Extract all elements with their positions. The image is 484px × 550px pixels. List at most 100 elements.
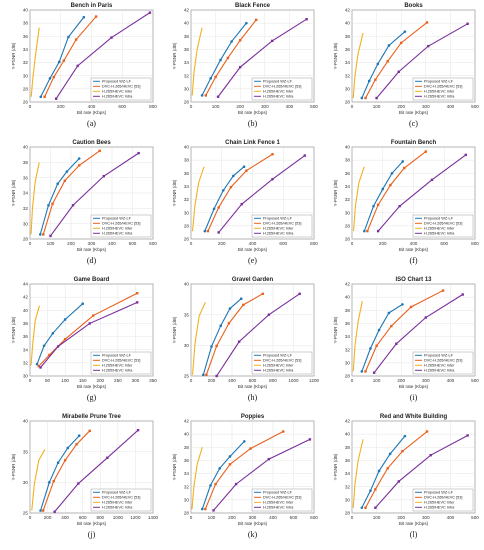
x-axis-label: Bit rate (Kbps) [399,110,429,115]
x-tick-label: 200 [379,241,387,246]
data-point [367,79,371,83]
x-tick-label: 200 [67,241,75,246]
legend-entry: DVC-H.265/HEVC [53] [424,222,462,226]
series-line-4 [213,438,311,511]
y-tick-label: 25 [184,374,190,379]
legend-entry: H.265/HEVC Inter [102,364,133,368]
x-tick-label: 400 [88,104,96,109]
legend-entry: DVC-H.265/HEVC [53] [424,85,462,89]
y-tick-label: 30 [184,343,190,348]
series-line-4 [50,152,139,237]
data-point [200,507,204,511]
data-point [271,178,274,181]
legend-box [251,488,313,512]
legend-box [412,351,474,375]
data-point [424,316,427,319]
legend-entry: H.265/HEVC Intra [424,369,455,373]
y-tick-label: 42 [345,282,351,287]
y-tick-label: 26 [345,237,351,242]
series-line-3 [30,162,40,235]
x-tick-label: 300 [422,104,430,109]
data-point [308,438,312,441]
series-line-3 [352,300,363,372]
y-axis-label: Y-PSNR (dB) [11,316,16,343]
y-tick-label: 32 [184,484,190,489]
series-line-3 [30,305,41,366]
data-point [57,60,61,64]
legend-entry: DVC-H.265/HEVC [53] [102,496,140,500]
y-tick-label: 36 [345,458,351,463]
panel-label: (f) [410,256,418,265]
y-tick-label: 28 [345,100,351,105]
legend-entry: Proposed WZ-LF [263,491,293,495]
y-tick-label: 36 [184,171,190,176]
y-tick-label: 40 [345,295,351,300]
legend-entry: DVC-H.265/HEVC [53] [102,359,140,363]
y-tick-label: 26 [184,237,190,242]
legend-entry: Proposed WZ-LF [102,217,132,221]
chart-title: Red and White Building [380,414,448,420]
x-tick-label: 0 [351,241,354,246]
chart-title: Chain Link Fence 1 [225,140,280,146]
legend-box [412,488,474,512]
y-tick-label: 36 [23,334,29,339]
x-tick-label: 0 [351,378,354,383]
x-tick-label: 350 [149,378,157,383]
y-tick-label: 42 [184,8,190,13]
y-axis-label: Y-PSNR (dB) [172,42,177,69]
data-point [202,373,205,377]
data-point [364,370,367,373]
data-point [51,202,54,205]
x-tick-label: 300 [132,378,140,383]
y-tick-label: 34 [345,60,351,65]
data-point [441,289,445,292]
data-point [461,293,464,296]
x-tick-label: 100 [212,104,220,109]
x-tick-label: 800 [149,104,157,109]
y-tick-label: 42 [184,419,190,424]
x-tick-label: 1200 [309,378,320,383]
y-tick-label: 38 [345,445,351,450]
data-point [88,322,91,325]
data-point [242,303,245,307]
y-tick-label: 32 [184,73,190,78]
data-point [218,467,221,470]
x-tick-label: 800 [96,515,104,520]
data-point [390,171,394,175]
x-tick-label: 400 [249,241,257,246]
x-axis-label: Bit rate (Kbps) [238,521,268,526]
y-tick-label: 38 [345,158,351,163]
y-axis-label: Y-PSNR (dB) [333,316,338,343]
x-tick-label: 200 [208,378,216,383]
chart-9: 0 100 200 300 400 500 28 30 32 34 36 38 40 42 ISO Char… [333,277,479,402]
data-point [303,154,306,157]
chart-6: 0 200 400 600 800 26 28 30 32 34 36 38 40 Fountain Be… [333,140,479,265]
y-tick-label: 30 [23,374,29,379]
panel-label: (g) [87,393,97,402]
x-tick-label: 500 [290,515,298,520]
y-tick-label: 32 [345,73,351,78]
series-line-3 [352,32,364,99]
data-point [239,39,242,42]
y-tick-label: 40 [345,145,351,150]
data-point [369,347,372,350]
data-point [242,165,246,169]
x-tick-label: 0 [351,104,354,109]
data-point [401,160,405,163]
chart-7: 0 50 100 150 200 250 300 350 30 32 34 36 38 40 42 44 Gam… [11,277,157,402]
data-point [395,342,398,345]
legend-entry: H.265/HEVC Intra [263,369,294,373]
x-axis-label: Bit rate (Kbps) [238,384,268,389]
data-point [53,510,56,513]
data-point [390,324,393,328]
y-tick-label: 32 [23,360,29,365]
data-point [376,62,380,66]
data-point [282,430,285,433]
data-point [261,292,264,296]
legend-entry: Proposed WZ-LF [263,217,293,221]
x-tick-label: 500 [471,104,479,109]
data-point [221,189,225,192]
legend-entry: DVC-H.265/HEVC [53] [263,359,301,363]
y-tick-label: 40 [23,8,29,13]
x-tick-label: 200 [236,104,244,109]
